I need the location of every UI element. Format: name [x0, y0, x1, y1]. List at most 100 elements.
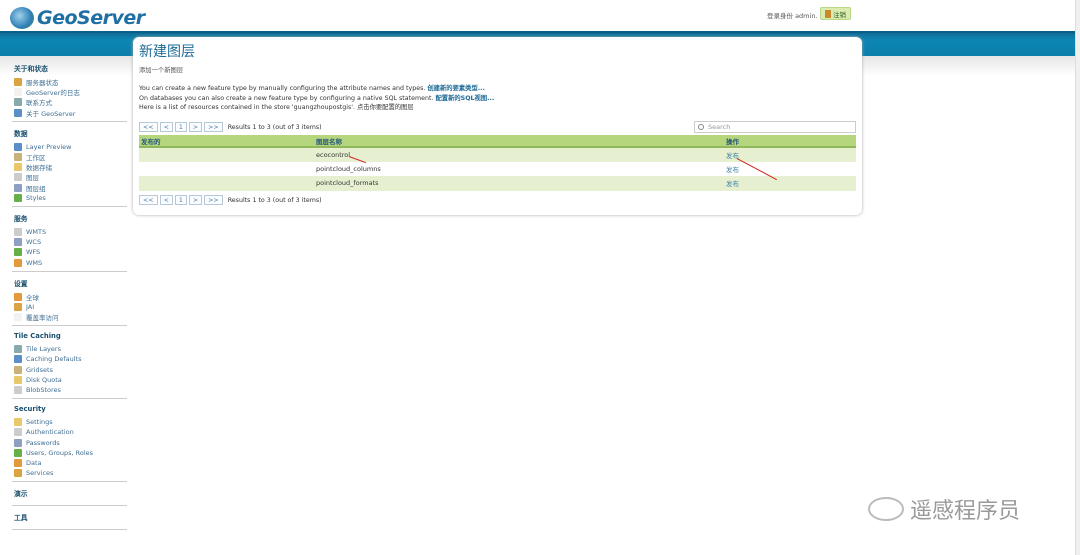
- sidebar-item[interactable]: Layer Preview: [12, 142, 127, 152]
- next-page-button[interactable]: >: [188, 195, 203, 205]
- next-page-button[interactable]: >: [188, 122, 203, 132]
- geoserver-logo[interactable]: GeoServer: [10, 7, 145, 29]
- sidebar-item-label: WMTS: [26, 227, 47, 236]
- menu-item-icon: [14, 428, 22, 437]
- info-line-1: You can create a new feature type by man…: [139, 85, 485, 92]
- sidebar-item[interactable]: Passwords: [12, 438, 127, 448]
- sidebar-section-title[interactable]: 数据: [14, 129, 28, 138]
- search-icon: [698, 124, 704, 130]
- sidebar-item[interactable]: WFS: [12, 247, 127, 257]
- cell-published: [139, 176, 314, 191]
- sidebar-item[interactable]: 工作区: [12, 152, 127, 162]
- layers-table: 发布的 图层名称 操作 ecocontrol 发布 pointcloud_column…: [139, 135, 856, 191]
- pager-bottom: << <1 > >> Results 1 to 3 (out of 3 items): [139, 195, 322, 205]
- info-line-2: On databases you can also create a new f…: [139, 95, 495, 102]
- col-layer-name[interactable]: 图层名称: [314, 135, 724, 148]
- page-title: 新建图层: [139, 44, 195, 60]
- sidebar-item[interactable]: GeoServer的日志: [12, 87, 127, 97]
- menu-item-icon: [14, 153, 22, 162]
- sidebar-item[interactable]: BlobStores: [12, 385, 127, 395]
- page-1-button[interactable]: 1: [174, 122, 187, 132]
- search-input[interactable]: Search: [694, 121, 856, 133]
- sidebar-section: Security Settings Authentication Passwords U…: [12, 401, 127, 483]
- last-page-button[interactable]: >>: [204, 122, 223, 132]
- prev-page-button[interactable]: <: [159, 122, 173, 132]
- sidebar-item[interactable]: Services: [12, 468, 127, 478]
- publish-link[interactable]: 发布: [726, 180, 739, 189]
- menu-item-icon: [14, 98, 22, 107]
- wechat-icon: [868, 497, 904, 521]
- first-page-button[interactable]: <<: [139, 122, 158, 132]
- page-subtitle: 添加一个新图层: [139, 67, 184, 74]
- header: GeoServer 登录身份 admin. 注销: [0, 0, 1075, 31]
- sidebar-item[interactable]: Data: [12, 458, 127, 468]
- sidebar-item-label: 覆盖率访问: [26, 314, 59, 323]
- create-feature-type-link[interactable]: 创建新的要素类型...: [427, 85, 485, 92]
- sidebar-item[interactable]: Gridsets: [12, 365, 127, 375]
- menu-item-icon: [14, 142, 22, 151]
- sidebar-section-title[interactable]: 关于和状态: [14, 65, 48, 73]
- menu-item-icon: [14, 386, 22, 395]
- sidebar-item[interactable]: WMS: [12, 257, 127, 267]
- menu-item-icon: [14, 183, 22, 192]
- col-action[interactable]: 操作: [724, 135, 856, 148]
- menu-item-icon: [14, 292, 22, 301]
- publish-link[interactable]: 发布: [726, 151, 739, 160]
- sidebar-item[interactable]: 图层: [12, 172, 127, 182]
- scrollbar[interactable]: [1075, 0, 1080, 555]
- sidebar-item[interactable]: Disk Quota: [12, 375, 127, 385]
- sidebar-section-title[interactable]: Tile Caching: [14, 332, 61, 341]
- sidebar-item-label: Caching Defaults: [26, 355, 82, 364]
- watermark: 遥感程序员: [868, 493, 1020, 525]
- sidebar-item[interactable]: Users, Groups, Roles: [12, 448, 127, 458]
- menu-item-icon: [14, 78, 22, 87]
- menu-item-icon: [14, 438, 22, 447]
- sidebar-item-label: Tile Layers: [26, 345, 61, 354]
- sidebar-item[interactable]: WMTS: [12, 227, 127, 237]
- sidebar-section: 工具: [12, 508, 127, 531]
- menu-item-icon: [14, 313, 22, 322]
- sidebar-section: 关于和状态服务器状态 GeoServer的日志 联系方式 关于 GeoServer: [12, 59, 127, 122]
- last-page-button[interactable]: >>: [204, 195, 223, 205]
- sidebar-section-title[interactable]: Security: [14, 405, 46, 414]
- cell-layer-name: pointcloud_formats: [314, 176, 724, 191]
- sidebar-item[interactable]: 数据存储: [12, 162, 127, 172]
- col-published[interactable]: 发布的: [139, 135, 314, 148]
- publish-link[interactable]: 发布: [726, 165, 739, 174]
- sidebar-item[interactable]: 覆盖率访问: [12, 312, 127, 322]
- sidebar-item[interactable]: 服务器状态: [12, 77, 127, 87]
- results-count: Results 1 to 3 (out of 3 items): [227, 196, 322, 204]
- sidebar-item[interactable]: 全球: [12, 292, 127, 302]
- configure-sql-view-link[interactable]: 配置新的SQL视图...: [435, 95, 495, 102]
- sidebar-item-label: 服务器状态: [26, 79, 59, 88]
- sidebar-item[interactable]: 联系方式: [12, 97, 127, 107]
- menu-item-icon: [14, 345, 22, 354]
- sidebar-item-label: 数据存储: [26, 164, 52, 173]
- sidebar-item[interactable]: Tile Layers: [12, 344, 127, 354]
- menu-item-icon: [14, 448, 22, 457]
- sidebar-section-title[interactable]: 工具: [14, 514, 28, 523]
- sidebar-item[interactable]: 图层组: [12, 183, 127, 193]
- sidebar-item[interactable]: 关于 GeoServer: [12, 108, 127, 118]
- first-page-button[interactable]: <<: [139, 195, 158, 205]
- sidebar-item[interactable]: WCS: [12, 237, 127, 247]
- sidebar-item[interactable]: Caching Defaults: [12, 354, 127, 364]
- sidebar-section-title[interactable]: 服务: [14, 214, 28, 223]
- sidebar-section-title[interactable]: 演示: [14, 490, 28, 499]
- sidebar-item-label: 图层组: [26, 184, 46, 193]
- info-line-3: Here is a list of resources contained in…: [139, 104, 414, 111]
- sidebar-item-label: 图层: [26, 174, 39, 183]
- sidebar-item[interactable]: Authentication: [12, 427, 127, 437]
- logout-button[interactable]: 注销: [820, 7, 851, 20]
- menu-item-icon: [14, 163, 22, 172]
- login-status: 登录身份 admin.: [767, 12, 818, 20]
- sidebar-item-label: Styles: [26, 193, 46, 202]
- sidebar-item[interactable]: JAI: [12, 302, 127, 312]
- page-1-button[interactable]: 1: [174, 195, 187, 205]
- menu-item-icon: [14, 193, 22, 202]
- sidebar-item-label: 工作区: [26, 154, 46, 163]
- sidebar-item[interactable]: Settings: [12, 417, 127, 427]
- sidebar-section-title[interactable]: 设置: [14, 279, 28, 288]
- prev-page-button[interactable]: <: [159, 195, 173, 205]
- sidebar-item[interactable]: Styles: [12, 193, 127, 203]
